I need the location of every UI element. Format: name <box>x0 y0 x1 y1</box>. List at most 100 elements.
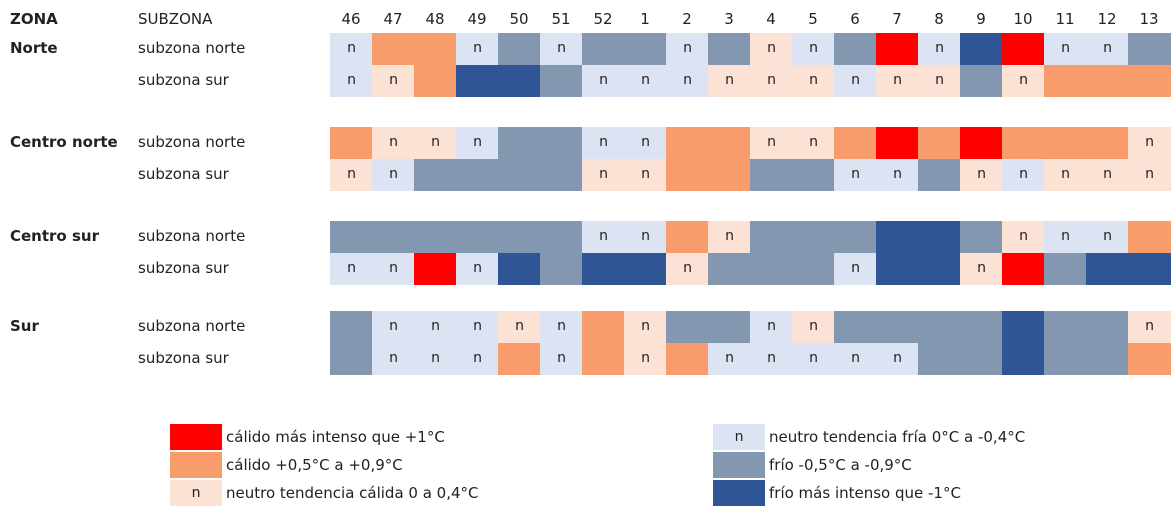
heat-cell <box>666 158 709 191</box>
heat-cell: n <box>834 252 877 285</box>
heat-cell: n <box>1086 221 1129 253</box>
subzona-name: subzona norte <box>138 39 246 57</box>
heat-cell: n <box>1128 158 1171 191</box>
heat-cell <box>582 342 625 375</box>
legend-swatch <box>713 452 765 478</box>
heat-cell <box>456 221 499 253</box>
heat-cell: n <box>372 252 415 285</box>
heat-cell <box>876 252 919 285</box>
week-label: 2 <box>682 10 692 28</box>
week-label: 7 <box>892 10 902 28</box>
heat-cell: n <box>1086 33 1129 65</box>
heat-cell: n <box>834 158 877 191</box>
heat-cell <box>498 221 541 253</box>
heat-cell <box>666 342 709 375</box>
heat-cell <box>876 221 919 253</box>
heat-cell: n <box>624 64 667 97</box>
heat-cell <box>960 221 1003 253</box>
week-label: 50 <box>509 10 529 28</box>
heat-cell: n <box>918 64 961 97</box>
week-label: 49 <box>467 10 487 28</box>
heat-cell: n <box>960 158 1003 191</box>
heat-cell <box>498 158 541 191</box>
heat-cell <box>1044 127 1087 159</box>
heat-cell: n <box>918 33 961 65</box>
legend-label: neutro tendencia cálida 0 a 0,4°C <box>226 484 479 502</box>
heat-cell: n <box>330 64 373 97</box>
heat-cell <box>1128 221 1171 253</box>
heat-cell <box>960 33 1003 65</box>
heat-cell: n <box>876 64 919 97</box>
heat-cell <box>582 311 625 343</box>
heat-cell <box>750 252 793 285</box>
heat-cell: n <box>456 33 499 65</box>
heat-cell: n <box>876 342 919 375</box>
heat-cell <box>330 221 373 253</box>
zone-name: Norte <box>10 39 58 57</box>
heat-cell: n <box>624 158 667 191</box>
heat-cell <box>372 221 415 253</box>
week-label: 9 <box>976 10 986 28</box>
heat-cell: n <box>792 342 835 375</box>
heat-cell <box>1128 342 1171 375</box>
heat-cell: n <box>540 311 583 343</box>
heat-cell: n <box>456 342 499 375</box>
heat-cell <box>414 158 457 191</box>
week-label: 8 <box>934 10 944 28</box>
heat-cell <box>792 221 835 253</box>
week-label: 48 <box>425 10 445 28</box>
legend-swatch <box>713 480 765 506</box>
heat-cell <box>876 33 919 65</box>
heat-cell <box>540 158 583 191</box>
heat-cell <box>918 311 961 343</box>
week-label: 3 <box>724 10 734 28</box>
heat-cell: n <box>666 64 709 97</box>
heat-cell <box>540 127 583 159</box>
heat-cell: n <box>414 127 457 159</box>
subzona-header: SUBZONA <box>138 10 213 28</box>
heat-cell <box>414 33 457 65</box>
heat-cell <box>708 311 751 343</box>
heat-cell <box>330 342 373 375</box>
heat-cell: n <box>330 33 373 65</box>
heat-cell: n <box>456 311 499 343</box>
heat-cell: n <box>540 33 583 65</box>
heat-cell <box>414 252 457 285</box>
heat-cell: n <box>330 252 373 285</box>
heat-cell <box>1044 64 1087 97</box>
heat-cell <box>666 311 709 343</box>
legend-label: neutro tendencia fría 0°C a -0,4°C <box>769 428 1026 446</box>
heat-cell <box>582 33 625 65</box>
heat-cell <box>1128 252 1171 285</box>
heat-cell <box>960 311 1003 343</box>
heat-cell <box>876 127 919 159</box>
heat-cell: n <box>372 311 415 343</box>
heat-cell: n <box>750 342 793 375</box>
heat-cell <box>1002 33 1045 65</box>
week-label: 1 <box>640 10 650 28</box>
heat-cell <box>498 342 541 375</box>
heat-cell: n <box>750 64 793 97</box>
heat-cell <box>1128 33 1171 65</box>
legend-swatch: n <box>713 424 765 450</box>
heat-cell <box>708 252 751 285</box>
heat-cell <box>918 342 961 375</box>
heat-cell <box>792 252 835 285</box>
week-label: 10 <box>1013 10 1033 28</box>
heat-cell <box>1086 252 1129 285</box>
heat-cell: n <box>498 311 541 343</box>
heat-cell <box>498 252 541 285</box>
heat-cell <box>1002 252 1045 285</box>
week-label: 4 <box>766 10 776 28</box>
heat-cell: n <box>456 252 499 285</box>
heat-cell: n <box>624 221 667 253</box>
heat-cell: n <box>1044 221 1087 253</box>
subzona-name: subzona sur <box>138 70 229 89</box>
heat-cell: n <box>1002 158 1045 191</box>
heat-cell <box>960 342 1003 375</box>
heat-cell <box>708 158 751 191</box>
heat-cell <box>666 221 709 253</box>
heat-cell: n <box>876 158 919 191</box>
heat-cell <box>456 64 499 97</box>
